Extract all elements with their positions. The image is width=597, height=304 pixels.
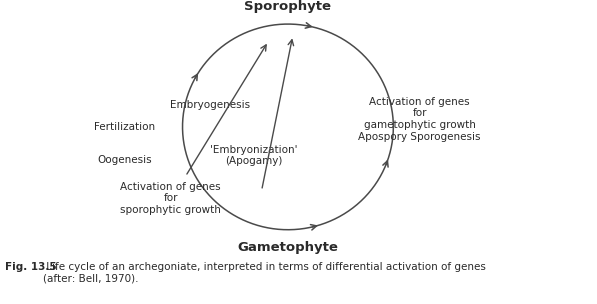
Text: Activation of genes
for
gametophytic growth
Apospory Sporogenesis: Activation of genes for gametophytic gro… — [358, 97, 481, 142]
Text: Fig. 13.5: Fig. 13.5 — [5, 262, 57, 272]
Text: Sporophyte: Sporophyte — [244, 0, 331, 13]
Text: 'Embryonization'
(Apogamy): 'Embryonization' (Apogamy) — [210, 145, 297, 166]
Text: Fertilization: Fertilization — [94, 122, 155, 132]
Text: Activation of genes
for
sporophytic growth: Activation of genes for sporophytic grow… — [121, 182, 221, 215]
Text: Life cycle of an archegoniate, interpreted in terms of differential activation o: Life cycle of an archegoniate, interpret… — [43, 262, 486, 284]
Text: Oogenesis: Oogenesis — [98, 155, 152, 165]
Text: Embryogenesis: Embryogenesis — [170, 100, 250, 110]
Text: Gametophyte: Gametophyte — [238, 241, 338, 254]
